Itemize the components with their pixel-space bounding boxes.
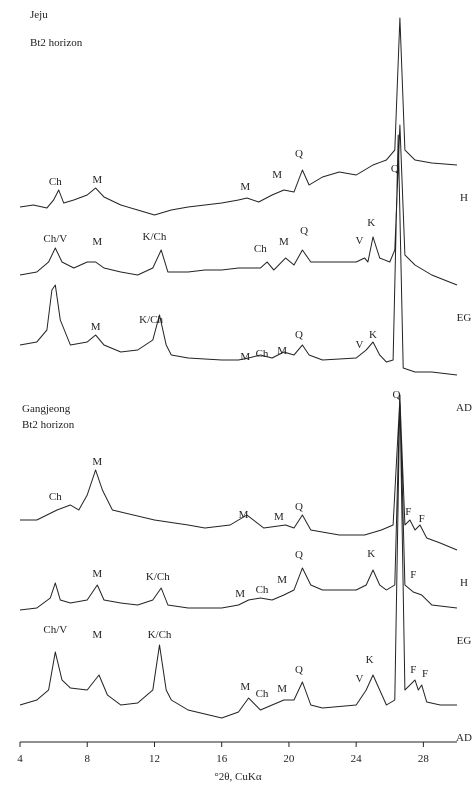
peak-label: Q xyxy=(391,163,399,175)
peak-label: K xyxy=(369,329,377,341)
peak-label: M xyxy=(279,236,289,248)
peak-label: F xyxy=(419,513,425,525)
peak-label: K/Ch xyxy=(139,314,163,326)
peak-label: M xyxy=(92,456,102,468)
trace xyxy=(19,124,458,286)
peak-label: K/Ch xyxy=(148,629,172,641)
peak-label: M xyxy=(277,345,287,357)
peak-label: Q xyxy=(295,549,303,561)
x-tick-label: 4 xyxy=(17,753,23,765)
group-title: Bt2 horizon xyxy=(22,419,75,431)
peak-label: M xyxy=(92,568,102,580)
peak-label: V xyxy=(356,339,364,351)
trace xyxy=(19,394,457,719)
trace xyxy=(19,17,458,216)
peak-label: M xyxy=(240,181,250,193)
peak-label: F xyxy=(422,668,428,680)
peak-label: Ch xyxy=(49,176,62,188)
x-tick-label: 20 xyxy=(283,753,295,765)
peak-label: M xyxy=(277,683,287,695)
peak-label: F xyxy=(410,664,416,676)
trace xyxy=(20,397,458,551)
x-tick-label: 28 xyxy=(418,753,430,765)
trace xyxy=(19,134,458,376)
peak-label: M xyxy=(92,174,102,186)
group-title: Bt2 horizon xyxy=(30,37,83,49)
sample-label: H xyxy=(460,577,468,589)
peak-label: V xyxy=(356,235,364,247)
peak-label: M xyxy=(240,681,250,693)
peak-label: Ch xyxy=(256,584,269,596)
group-title: Jeju xyxy=(30,9,48,21)
peak-label: Ch xyxy=(256,688,269,700)
peak-label: Q xyxy=(295,664,303,676)
peak-label: M xyxy=(239,509,249,521)
peak-label: M xyxy=(277,574,287,586)
sample-label: EG xyxy=(457,635,472,647)
group-title: Gangjeong xyxy=(22,403,71,415)
peak-label: M xyxy=(274,511,284,523)
x-axis-label: °2θ, CuKα xyxy=(214,771,261,783)
peak-label: K/Ch xyxy=(143,231,167,243)
peak-label: Q xyxy=(295,148,303,160)
x-tick-label: 8 xyxy=(84,753,90,765)
peak-label: K xyxy=(366,654,374,666)
peak-label: Q xyxy=(393,389,401,401)
peak-label: Ch xyxy=(254,243,267,255)
peak-label: Q xyxy=(295,501,303,513)
peak-label: K xyxy=(367,548,375,560)
peak-label: M xyxy=(272,169,282,181)
sample-label: H xyxy=(460,192,468,204)
sample-label: EG xyxy=(457,312,472,324)
x-tick-label: 16 xyxy=(216,753,228,765)
peak-label: M xyxy=(240,351,250,363)
peak-label: Q xyxy=(300,225,308,237)
x-tick-label: 12 xyxy=(149,753,160,765)
peak-label: M xyxy=(92,629,102,641)
peak-label: V xyxy=(356,673,364,685)
peak-label: Ch xyxy=(49,491,62,503)
sample-label: AD xyxy=(456,732,472,744)
peak-label: K/Ch xyxy=(146,571,170,583)
trace xyxy=(19,394,458,611)
peak-label: Q xyxy=(295,329,303,341)
peak-label: M xyxy=(235,588,245,600)
sample-label: AD xyxy=(456,402,472,414)
peak-label: F xyxy=(410,569,416,581)
peak-label: M xyxy=(92,236,102,248)
peak-label: Ch/V xyxy=(43,624,67,636)
peak-label: Ch/V xyxy=(43,233,67,245)
peak-label: M xyxy=(91,321,101,333)
peak-label: Ch xyxy=(256,348,269,360)
x-tick-label: 24 xyxy=(351,753,363,765)
peak-label: K xyxy=(367,217,375,229)
peak-label: F xyxy=(405,506,411,518)
